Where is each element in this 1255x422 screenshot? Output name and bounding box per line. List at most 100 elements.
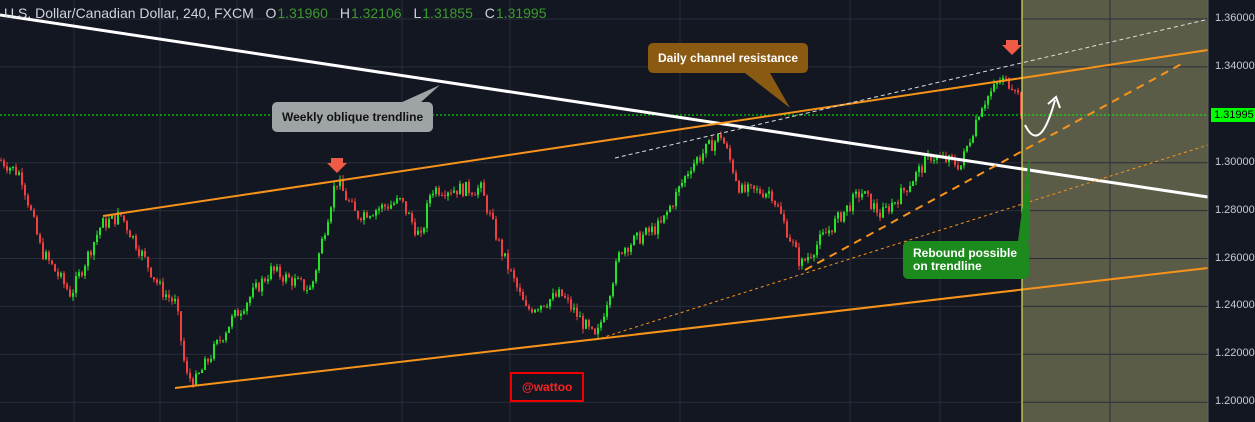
candle-body <box>546 306 548 308</box>
candle-body <box>990 91 992 97</box>
candle-body <box>765 193 767 198</box>
candle-body <box>933 159 935 161</box>
open-label: O <box>265 5 277 21</box>
candle-body <box>48 251 50 261</box>
weekly-trendline-label[interactable]: Weekly oblique trendline <box>272 102 434 132</box>
candle-body <box>666 211 668 216</box>
daily-resistance-label[interactable]: Daily channel resistance <box>648 43 809 73</box>
candle-body <box>549 299 551 307</box>
candle-body <box>195 373 197 386</box>
candle-body <box>21 172 23 185</box>
candle-body <box>444 194 446 197</box>
candle-body <box>363 212 365 221</box>
candle-body <box>432 193 434 196</box>
candle-body <box>966 145 968 152</box>
candle-body <box>753 185 755 189</box>
candle-body <box>27 195 29 206</box>
candle-body <box>360 218 362 221</box>
candle-body <box>963 151 965 166</box>
candle-body <box>39 234 41 243</box>
candle-body <box>594 328 596 335</box>
candle-body <box>282 277 284 282</box>
candle-body <box>591 326 593 329</box>
candle-body <box>0 160 2 162</box>
candle-body <box>192 378 194 386</box>
candle-body <box>774 200 776 205</box>
candle-body <box>867 191 869 194</box>
candle-body <box>645 227 647 235</box>
candle-body <box>576 307 578 317</box>
candle-body <box>9 168 11 171</box>
candle-body <box>489 212 491 214</box>
candle-body <box>804 259 806 261</box>
candle-body <box>633 235 635 245</box>
candle-body <box>180 311 182 341</box>
candle-body <box>519 287 521 293</box>
candle-body <box>30 205 32 210</box>
rebound-callout-pointer <box>1018 150 1030 241</box>
candle-body <box>813 255 815 258</box>
orange-dotted-line[interactable] <box>594 144 1209 341</box>
candle-body <box>159 281 161 284</box>
y-tick-label: 1.28000 <box>1215 203 1255 216</box>
candle-body <box>855 191 857 195</box>
candle-body <box>891 202 893 212</box>
orange-dashed-trendline[interactable] <box>804 61 1186 271</box>
white-dashed-line[interactable] <box>614 19 1206 159</box>
candle-body <box>711 140 713 151</box>
candle-body <box>852 194 854 212</box>
y-tick-label: 1.26000 <box>1215 251 1255 264</box>
candle-body <box>135 235 137 249</box>
candle-body <box>663 215 665 223</box>
candle-body <box>999 81 1001 83</box>
candle-body <box>912 181 914 187</box>
candle-body <box>246 302 248 312</box>
candle-body <box>792 241 794 243</box>
candle-body <box>1020 92 1022 116</box>
candle-body <box>240 313 242 316</box>
candle-body <box>333 185 335 208</box>
author-label[interactable]: @wattoo <box>510 372 585 402</box>
candle-body <box>153 277 155 280</box>
weekly-trendline[interactable] <box>0 13 1209 199</box>
candle-body <box>288 274 290 278</box>
candle-body <box>258 282 260 292</box>
weekly-callout-pointer <box>400 85 440 103</box>
candle-body <box>18 172 20 175</box>
candle-body <box>828 230 830 234</box>
channel-top-line[interactable] <box>102 49 1209 217</box>
candle-body <box>756 188 758 190</box>
candle-body <box>669 206 671 212</box>
candle-body <box>507 253 509 270</box>
candle-body <box>54 264 56 272</box>
candle-body <box>141 250 143 256</box>
candle-body <box>969 142 971 146</box>
candle-body <box>372 215 374 217</box>
channel-bottom-line[interactable] <box>174 267 1209 389</box>
candle-body <box>201 369 203 373</box>
candle-body <box>726 143 728 149</box>
candle-body <box>252 287 254 297</box>
candle-body <box>600 322 602 328</box>
candle-body <box>318 253 320 271</box>
candle-body <box>234 309 236 317</box>
candle-body <box>597 327 599 335</box>
candle-body <box>123 215 125 222</box>
candle-body <box>1011 88 1013 91</box>
candle-body <box>747 184 749 192</box>
candle-body <box>276 266 278 271</box>
candle-body <box>921 166 923 173</box>
candle-body <box>468 181 470 193</box>
candle-body <box>771 191 773 201</box>
y-tick-label: 1.20000 <box>1215 395 1255 408</box>
candle-body <box>888 206 890 212</box>
candle-body <box>6 166 8 171</box>
rebound-label[interactable]: Rebound possible on trendline <box>903 241 1029 279</box>
candle-body <box>504 253 506 257</box>
candle-body <box>462 183 464 196</box>
candle-body <box>588 319 590 327</box>
candle-body <box>165 294 167 298</box>
candle-body <box>540 305 542 310</box>
